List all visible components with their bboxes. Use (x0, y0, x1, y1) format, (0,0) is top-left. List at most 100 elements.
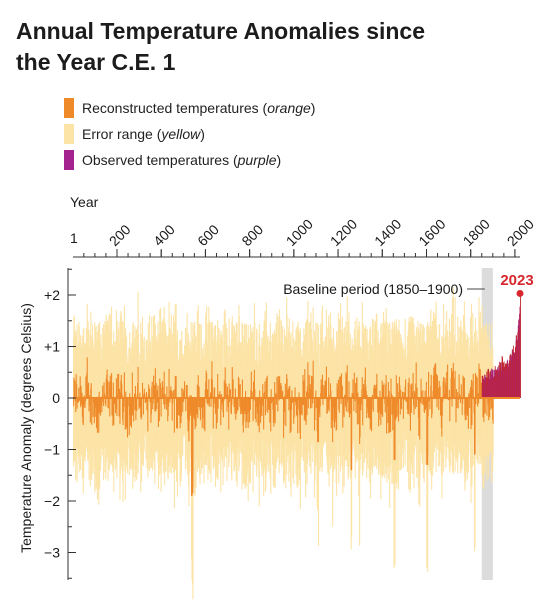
reconstructed-bar (228, 383, 230, 398)
legend-item-error-range: Error range (yellow) (64, 123, 315, 145)
reconstructed-bar (443, 376, 445, 398)
reconstructed-bar (419, 398, 421, 440)
reconstructed-bar (448, 389, 450, 398)
reconstructed-bar (364, 367, 366, 398)
annotation-2023: 2023 (500, 272, 533, 289)
reconstructed-bar (225, 395, 228, 398)
reconstructed-bar (287, 388, 289, 398)
reconstructed-bar (198, 398, 200, 407)
reconstructed-bar (183, 381, 186, 398)
reconstructed-bar (276, 376, 278, 398)
reconstructed-bar (477, 398, 480, 404)
x-tick-label: 1800 (460, 216, 493, 249)
reconstructed-bar (206, 373, 208, 398)
reconstructed-bar (163, 398, 165, 405)
reconstructed-bar (341, 385, 343, 398)
reconstructed-bar (319, 398, 321, 418)
reconstructed-bar (403, 393, 405, 398)
reconstructed-bar (306, 391, 308, 398)
reconstructed-bar (340, 373, 343, 398)
reconstructed-bar (192, 398, 194, 494)
reconstructed-bar (357, 392, 359, 398)
reconstructed-bar (169, 398, 171, 403)
reconstructed-bar (377, 398, 379, 413)
reconstructed-bar (122, 398, 125, 413)
x-axis-title: Year (70, 194, 99, 210)
reconstructed-bar (262, 384, 264, 398)
reconstructed-bar (235, 398, 237, 420)
reconstructed-bar (176, 398, 179, 429)
reconstructed-bar (405, 379, 407, 398)
reconstructed-bar (81, 392, 83, 398)
reconstructed-bar (425, 381, 427, 398)
reconstructed-bar (323, 385, 325, 398)
reconstructed-bar (492, 398, 494, 424)
reconstructed-bar (202, 398, 204, 419)
reconstructed-bar (388, 398, 390, 434)
reconstructed-bar (328, 398, 330, 412)
reconstructed-bar (214, 387, 216, 398)
reconstructed-bar (353, 372, 355, 398)
annotation-layer: Baseline period (1850–1900) 2023 (283, 272, 534, 297)
reconstructed-bar (243, 398, 245, 411)
reconstructed-bar (428, 371, 430, 398)
y-tick-label: +2 (44, 287, 60, 303)
reconstructed-bar (211, 361, 213, 398)
reconstructed-bar (113, 398, 115, 425)
reconstructed-bar (366, 394, 368, 398)
reconstructed-bar (290, 398, 292, 432)
observed-bar (520, 293, 521, 398)
reconstructed-bar (197, 398, 199, 418)
reconstructed-bar (219, 391, 221, 398)
reconstructed-bar (422, 390, 424, 398)
reconstructed-bar (132, 398, 134, 416)
reconstructed-bar (269, 398, 271, 423)
reconstructed-bar (182, 398, 184, 413)
reconstructed-bar (204, 398, 206, 432)
reconstructed-bar (346, 365, 348, 398)
reconstructed-bar (414, 398, 416, 409)
reconstructed-bar (137, 366, 139, 398)
reconstructed-bar (196, 384, 198, 398)
reconstructed-bar (436, 375, 438, 398)
reconstructed-bar (322, 398, 324, 405)
reconstructed-bar (475, 398, 477, 405)
reconstructed-bar (115, 398, 117, 410)
reconstructed-bar (344, 398, 347, 407)
reconstructed-bar (466, 398, 468, 413)
reconstructed-bar (138, 398, 140, 408)
reconstructed-bar (397, 383, 399, 398)
reconstructed-bar (474, 398, 476, 455)
reconstructed-bar (112, 398, 114, 426)
reconstructed-bar (157, 398, 159, 427)
reconstructed-bar (183, 398, 185, 402)
reconstructed-bar (370, 398, 372, 427)
reconstructed-bar (181, 387, 183, 398)
reconstructed-bar (439, 386, 441, 398)
reconstructed-bar (157, 398, 159, 403)
reconstructed-bar (472, 373, 474, 398)
reconstructed-bar (152, 398, 154, 404)
reconstructed-bar (286, 378, 288, 398)
reconstructed-bar (356, 377, 358, 398)
reconstructed-bar (156, 398, 158, 410)
reconstructed-bar (411, 392, 413, 398)
reconstructed-bar (240, 398, 242, 415)
reconstructed-bar (321, 374, 324, 398)
reconstructed-bar (104, 395, 106, 398)
reconstructed-bar (98, 398, 100, 433)
reconstructed-bar (420, 391, 423, 398)
reconstructed-bar (73, 398, 75, 407)
reconstructed-bar (261, 398, 263, 405)
reconstructed-bar (327, 398, 329, 410)
reconstructed-bar (127, 398, 129, 407)
reconstructed-bar (162, 386, 164, 398)
reconstructed-bar (408, 377, 410, 398)
reconstructed-bar (305, 398, 307, 425)
reconstructed-bar (349, 398, 351, 414)
reconstructed-bar (371, 398, 373, 432)
reconstructed-bar (166, 386, 168, 398)
y-tick-label: −2 (44, 493, 60, 509)
reconstructed-bar (430, 374, 432, 398)
